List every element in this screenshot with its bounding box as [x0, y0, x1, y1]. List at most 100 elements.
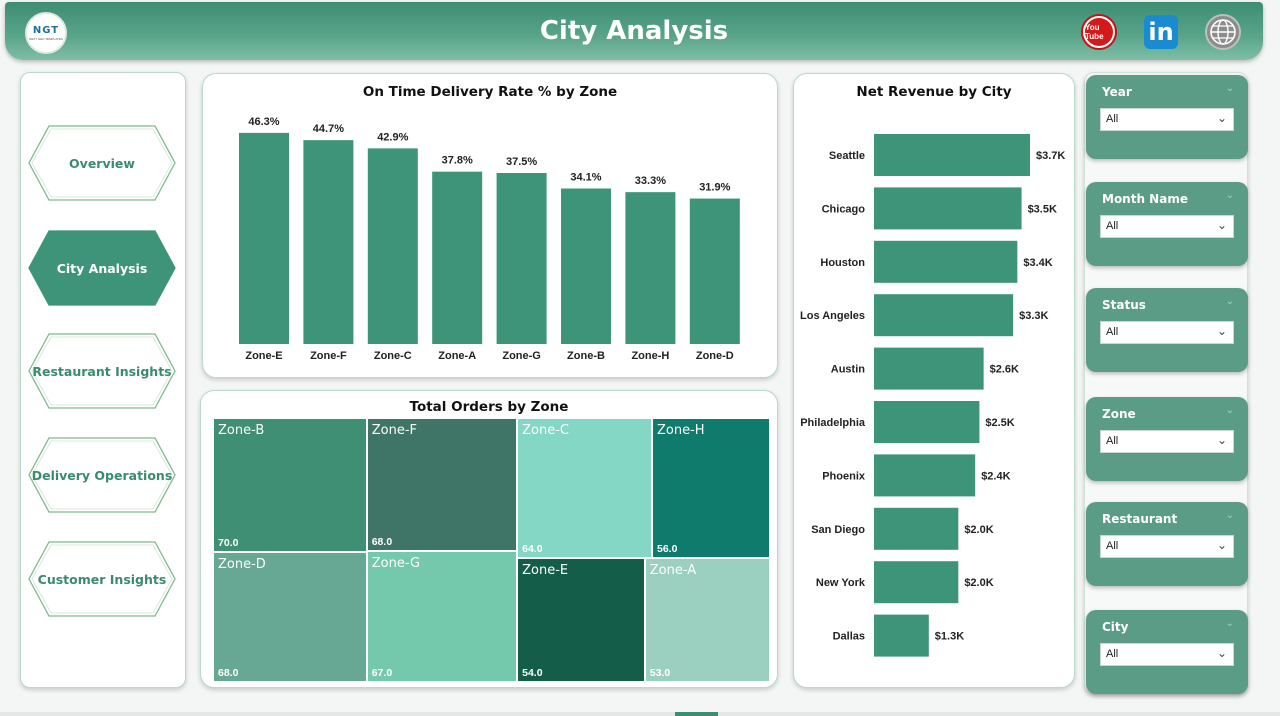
treemap-cell-value: 53.0: [649, 666, 671, 679]
treemap-cell-value: 68.0: [371, 535, 393, 548]
logo-subtext: NEXT GEN TEMPLATES: [29, 37, 63, 41]
bar-zone-b[interactable]: [561, 188, 611, 344]
linkedin-icon[interactable]: in: [1143, 14, 1179, 50]
treemap-title: Total Orders by Zone: [409, 399, 569, 415]
month-name-slicer: Month Name ⌄ All ⌄: [1086, 182, 1248, 266]
revenue-chart-title: Net Revenue by City: [856, 84, 1012, 100]
bar-los-angeles[interactable]: [874, 294, 1014, 337]
website-globe-icon[interactable]: [1205, 14, 1241, 50]
nav-item-label: Customer Insights: [37, 571, 167, 587]
bar-zone-d[interactable]: [689, 198, 740, 344]
treemap-cell-label: Zone-C: [522, 423, 569, 438]
chevron-down-icon[interactable]: ⌄: [1225, 83, 1234, 94]
zone-dropdown[interactable]: All ⌄: [1100, 430, 1234, 453]
chevron-down-icon: ⌄: [1216, 111, 1227, 125]
bar-data-label: 37.8%: [442, 155, 473, 167]
bar-chicago[interactable]: [874, 187, 1022, 230]
active-page-tab[interactable]: [675, 712, 718, 716]
chevron-down-icon[interactable]: ⌄: [1225, 296, 1234, 307]
bar-san-diego[interactable]: [874, 507, 959, 550]
bar-data-label: $3.4K: [1023, 257, 1052, 269]
bar-zone-f[interactable]: [303, 140, 354, 344]
treemap-cell-zone-g[interactable]: Zone-G 67.0: [366, 550, 518, 682]
bar-philadelphia[interactable]: [874, 401, 980, 443]
header-bar: NGT NEXT GEN TEMPLATES City Analysis You…: [5, 2, 1263, 60]
city-dropdown[interactable]: All ⌄: [1100, 643, 1234, 666]
dropdown-value: All: [1106, 220, 1119, 232]
nav-item-city-analysis[interactable]: City Analysis: [27, 230, 177, 306]
treemap-cell-zone-f[interactable]: Zone-F 68.0: [366, 418, 518, 551]
dropdown-value: All: [1106, 540, 1119, 552]
delivery-rate-chart: On Time Delivery Rate % by Zone 46.3% Zon…: [202, 73, 778, 378]
year-slicer: Year ⌄ All ⌄: [1086, 75, 1248, 159]
bar-zone-e[interactable]: [239, 132, 289, 344]
month-name-dropdown[interactable]: All ⌄: [1100, 215, 1234, 238]
bar-seattle[interactable]: [874, 134, 1030, 176]
treemap-cell-zone-h[interactable]: Zone-H 56.0: [651, 418, 770, 558]
nav-item-label: Delivery Operations: [31, 467, 173, 483]
bar-zone-a[interactable]: [432, 171, 483, 344]
dropdown-value: All: [1106, 435, 1119, 447]
y-tick-label: New York: [816, 577, 866, 589]
bar-data-label: $2.5K: [985, 417, 1014, 429]
page-tabs-bar: [0, 712, 1280, 716]
y-tick-label: Austin: [831, 364, 866, 376]
treemap-cell-zone-a[interactable]: Zone-A 53.0: [644, 557, 770, 682]
bar-data-label: 44.7%: [313, 123, 344, 135]
y-tick-label: Chicago: [822, 203, 866, 215]
treemap-cell-label: Zone-F: [371, 423, 417, 438]
treemap-cell-zone-e[interactable]: Zone-E 54.0: [517, 557, 645, 682]
chevron-down-icon: ⌄: [1216, 433, 1227, 447]
city-slicer: City ⌄ All ⌄: [1086, 610, 1248, 694]
bar-zone-c[interactable]: [367, 148, 418, 344]
dropdown-value: All: [1106, 648, 1119, 660]
y-tick-label: Philadelphia: [800, 417, 866, 429]
bar-new-york[interactable]: [874, 561, 959, 604]
treemap-area: Zone-B 70.0 Zone-D 68.0 Zone-F 68.0 Zone-G 67.0…: [213, 418, 770, 682]
company-logo[interactable]: NGT NEXT GEN TEMPLATES: [25, 12, 67, 54]
bar-data-label: $2.0K: [964, 524, 993, 536]
treemap-cell-zone-b[interactable]: Zone-B 70.0: [213, 418, 367, 552]
delivery-rate-bars: 46.3% Zone-E 44.7% Zone-F 42.9% Zone-C 37.8% Zo…: [239, 116, 740, 362]
bar-data-label: 31.9%: [699, 182, 730, 194]
dropdown-value: All: [1106, 113, 1119, 125]
linkedin-label: in: [1144, 15, 1178, 49]
nav-item-restaurant-insights[interactable]: Restaurant Insights: [27, 333, 177, 409]
chevron-down-icon[interactable]: ⌄: [1225, 618, 1234, 629]
bar-data-label: $3.7K: [1036, 150, 1065, 162]
chevron-down-icon[interactable]: ⌄: [1225, 510, 1234, 521]
youtube-icon[interactable]: You Tube: [1081, 14, 1117, 50]
treemap-cell-label: Zone-E: [522, 562, 569, 578]
treemap-cell-label: Zone-A: [649, 562, 697, 578]
year-dropdown[interactable]: All ⌄: [1100, 108, 1234, 131]
x-tick-label: Zone-D: [696, 350, 734, 362]
slicer-label: Year: [1102, 85, 1132, 99]
net-revenue-chart: Net Revenue by City Seattle $3.7K Chicago $…: [793, 73, 1075, 688]
y-tick-label: Dallas: [833, 631, 865, 643]
x-tick-label: Zone-F: [310, 350, 347, 362]
treemap-cell-zone-c[interactable]: Zone-C 64.0: [517, 418, 652, 558]
nav-item-delivery-operations[interactable]: Delivery Operations: [27, 437, 177, 513]
status-dropdown[interactable]: All ⌄: [1100, 321, 1234, 344]
treemap-cell-zone-d[interactable]: Zone-D 68.0: [213, 551, 367, 682]
bar-austin[interactable]: [874, 347, 984, 390]
restaurant-dropdown[interactable]: All ⌄: [1100, 535, 1234, 558]
bar-zone-h[interactable]: [625, 192, 676, 344]
bar-data-label: $3.3K: [1019, 310, 1048, 322]
x-tick-label: Zone-C: [374, 350, 412, 362]
bar-houston[interactable]: [874, 240, 1018, 283]
bar-zone-g[interactable]: [496, 173, 547, 344]
treemap-cell-value: 70.0: [218, 536, 239, 549]
bar-dallas[interactable]: [874, 614, 929, 657]
nav-item-customer-insights[interactable]: Customer Insights: [27, 541, 177, 617]
nav-item-overview[interactable]: Overview: [27, 125, 177, 201]
bar-data-label: 37.5%: [506, 156, 537, 168]
logo-text: NGT: [32, 25, 60, 36]
bar-phoenix[interactable]: [874, 454, 976, 497]
bar-data-label: 34.1%: [570, 172, 601, 184]
youtube-label: You Tube: [1085, 23, 1104, 41]
chevron-down-icon[interactable]: ⌄: [1225, 190, 1234, 201]
chevron-down-icon[interactable]: ⌄: [1225, 405, 1234, 416]
y-tick-label: Phoenix: [822, 470, 866, 482]
